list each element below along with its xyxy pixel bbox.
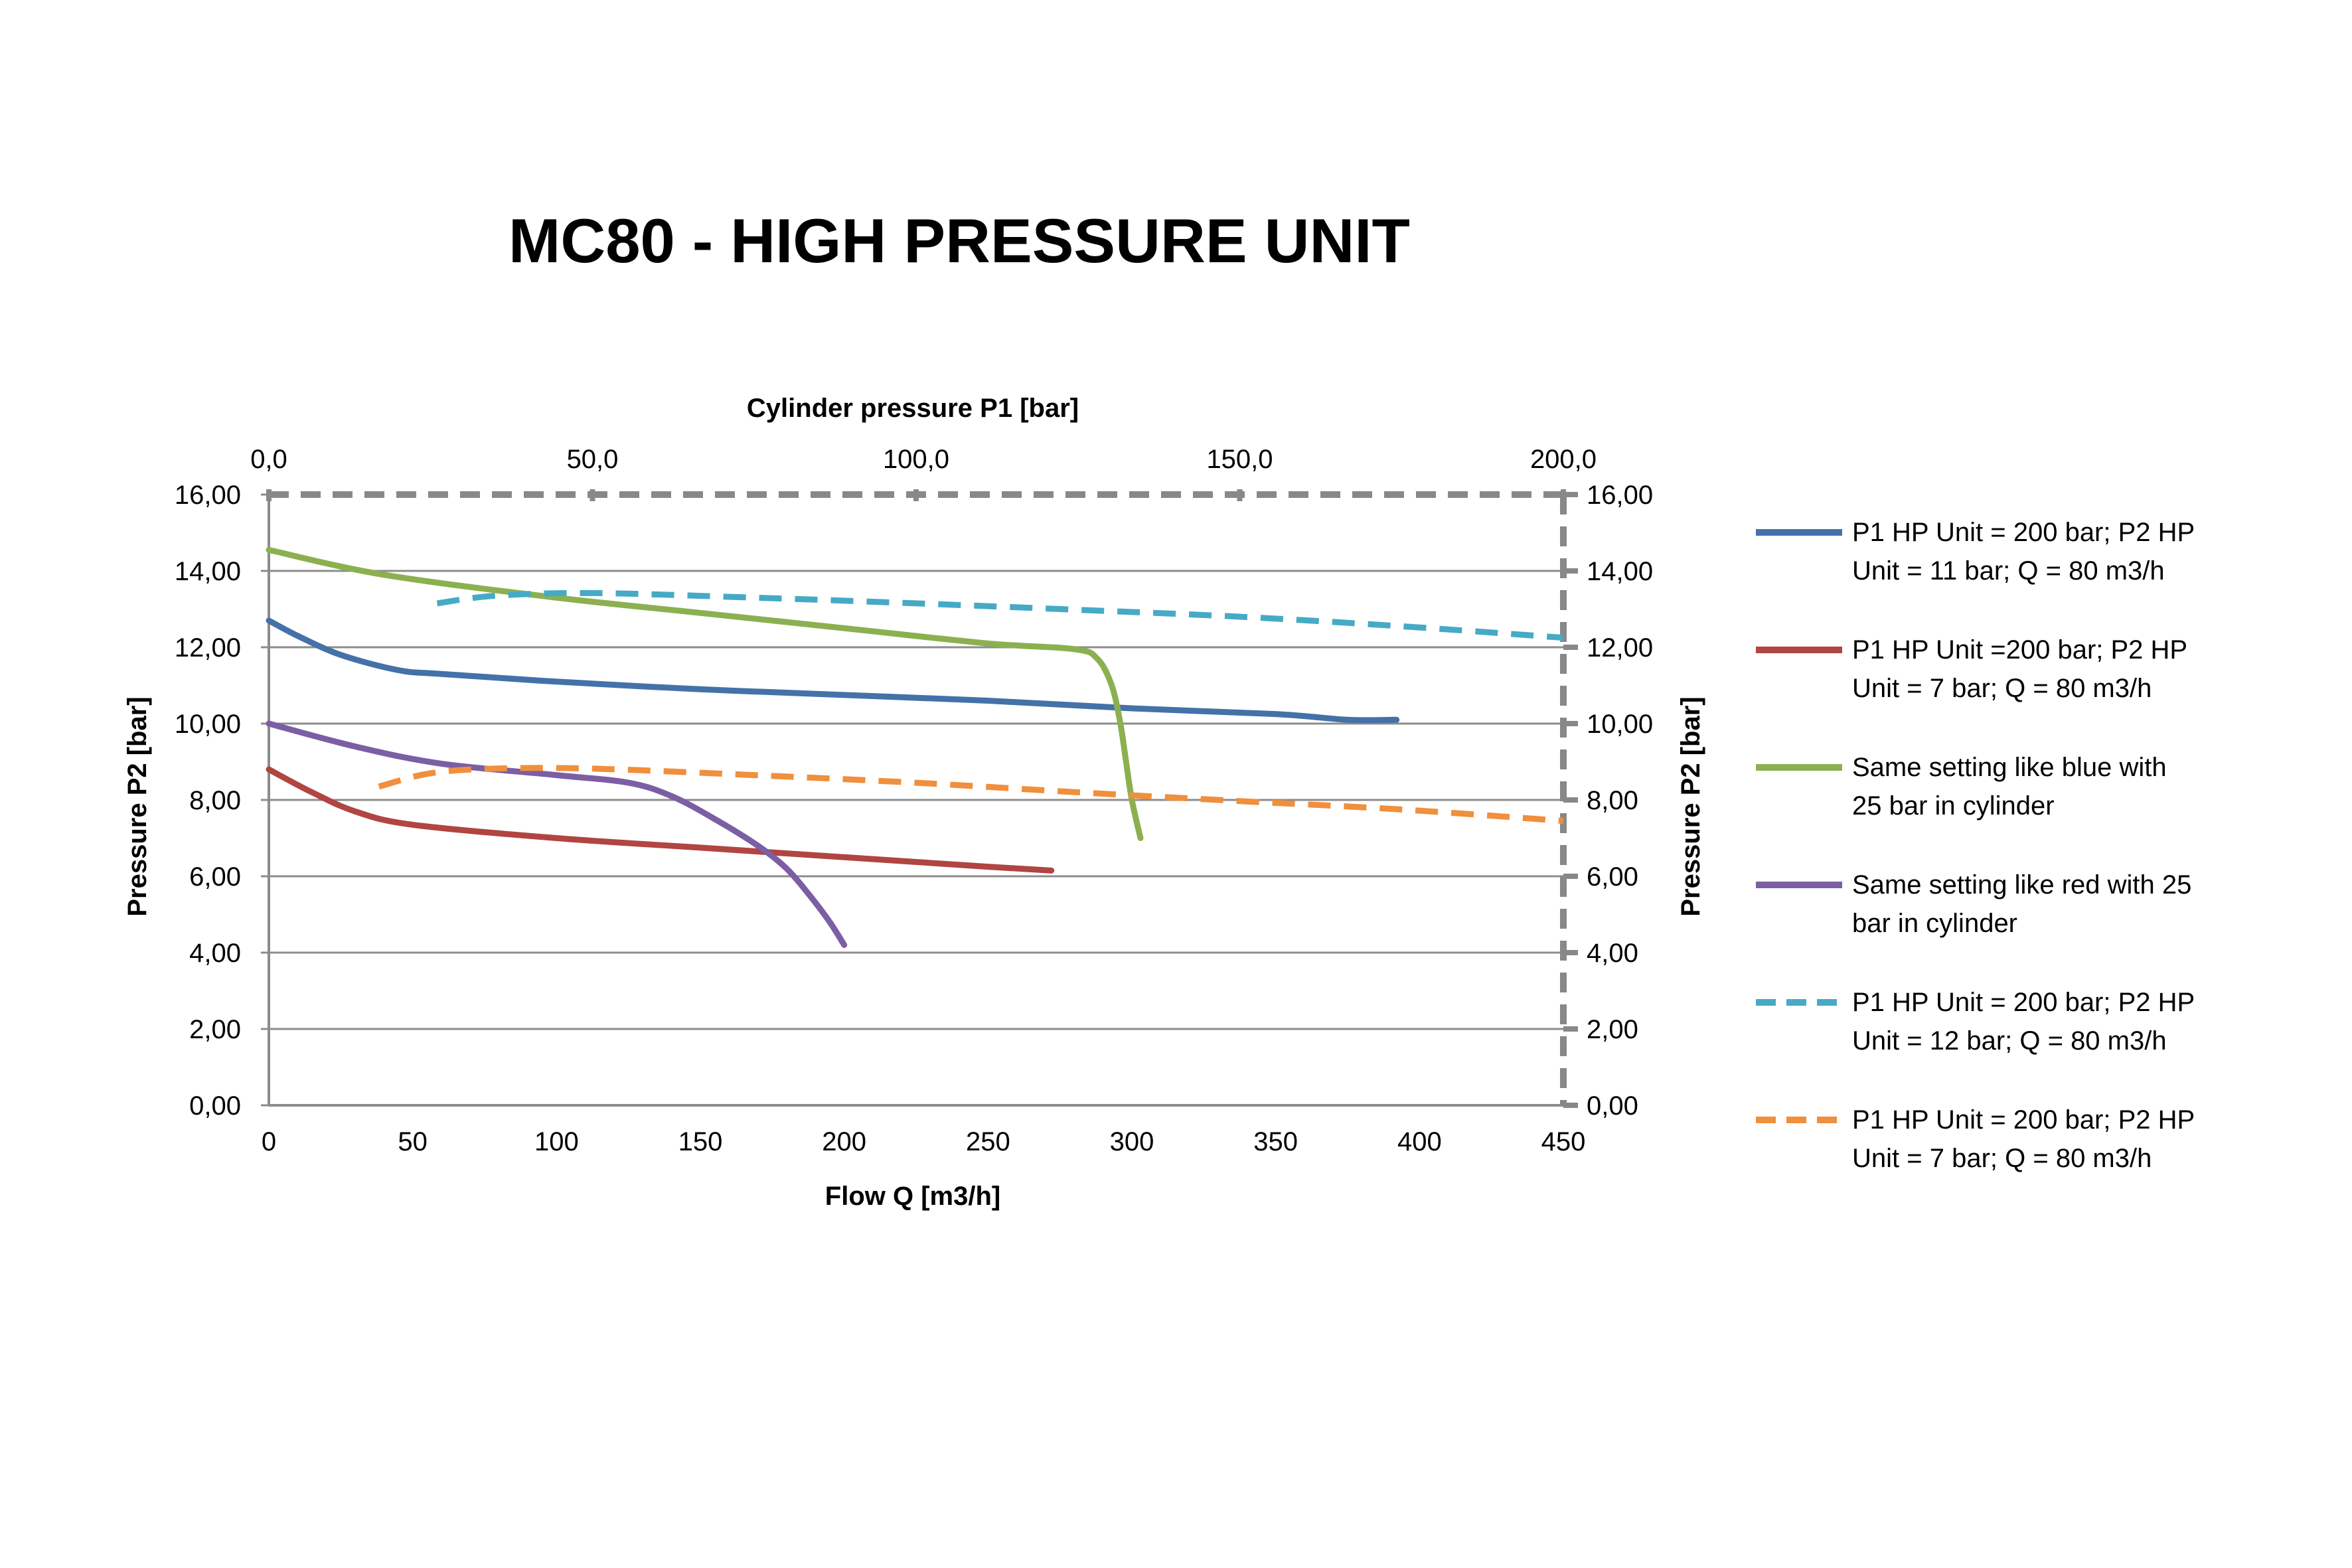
- y-tick-label-0: 0,00: [189, 1091, 241, 1121]
- x2-tick-label-2: 100,0: [883, 445, 949, 474]
- legend-label-6-line-1: P1 HP Unit = 200 bar; P2 HP: [1852, 1105, 2195, 1135]
- y2-tick-label-1: 2,00: [1587, 1015, 1638, 1044]
- x-tick-label-8: 400: [1397, 1127, 1442, 1156]
- y-tick-label-7: 14,00: [175, 557, 241, 586]
- y-tick-label-5: 10,00: [175, 710, 241, 739]
- y-tick-label-8: 16,00: [175, 481, 241, 510]
- y-tick-label-4: 8,00: [189, 786, 241, 815]
- y2-tick-label-5: 10,00: [1587, 710, 1653, 739]
- x-tick-label-7: 350: [1253, 1127, 1298, 1156]
- legend-label-3-line-2: 25 bar in cylinder: [1852, 791, 2055, 821]
- x2-tick-label-1: 50,0: [567, 445, 619, 474]
- x-tick-label-6: 300: [1110, 1127, 1154, 1156]
- series-line-2: [266, 766, 1055, 874]
- chart-title: MC80 - HIGH PRESSURE UNIT: [509, 206, 1410, 275]
- grid-lines: [269, 570, 1563, 1030]
- x-tick-label-4: 200: [822, 1127, 866, 1156]
- y2-tick-label-3: 6,00: [1587, 862, 1638, 892]
- y-tick-label-6: 12,00: [175, 633, 241, 663]
- series-line-4: [266, 720, 848, 948]
- y-tick-label-3: 6,00: [189, 862, 241, 892]
- y-tick-label-1: 2,00: [189, 1015, 241, 1044]
- x2-axis-title: Cylinder pressure P1 [bar]: [747, 394, 1079, 423]
- legend-label-6-line-2: Unit = 7 bar; Q = 80 m3/h: [1852, 1144, 2152, 1173]
- legend-label-5-line-2: Unit = 12 bar; Q = 80 m3/h: [1852, 1026, 2167, 1056]
- x-tick-label-5: 250: [966, 1127, 1010, 1156]
- legend-label-1-line-1: P1 HP Unit = 200 bar; P2 HP: [1852, 518, 2195, 547]
- series-lines: [266, 546, 1564, 948]
- x-tick-label-2: 100: [534, 1127, 579, 1156]
- legend-label-1-line-2: Unit = 11 bar; Q = 80 m3/h: [1852, 556, 2165, 586]
- legend-label-2-line-2: Unit = 7 bar; Q = 80 m3/h: [1852, 674, 2152, 703]
- y2-tick-label-4: 8,00: [1587, 786, 1638, 815]
- x-tick-label-0: 0: [262, 1127, 276, 1156]
- x-axis-title: Flow Q [m3/h]: [825, 1182, 1000, 1211]
- y-axis-title: Pressure P2 [bar]: [123, 696, 152, 916]
- legend: P1 HP Unit = 200 bar; P2 HP Unit = 11 bar…: [1756, 518, 2195, 1173]
- y2-tick-label-2: 4,00: [1587, 939, 1638, 968]
- x2-tick-label-3: 150,0: [1206, 445, 1273, 474]
- legend-label-2-line-1: P1 HP Unit =200 bar; P2 HP: [1852, 635, 2187, 665]
- legend-label-3-line-1: Same setting like blue with: [1852, 753, 2167, 782]
- y2-tick-label-7: 14,00: [1587, 557, 1653, 586]
- legend-label-5-line-1: P1 HP Unit = 200 bar; P2 HP: [1852, 988, 2195, 1017]
- y2-tick-label-6: 12,00: [1587, 633, 1653, 663]
- x-tick-label-1: 50: [398, 1127, 428, 1156]
- legend-label-4-line-2: bar in cylinder: [1852, 909, 2017, 938]
- x-tick-label-3: 150: [678, 1127, 723, 1156]
- legend-label-4-line-1: Same setting like red with 25: [1852, 870, 2191, 900]
- series-line-6: [378, 765, 1564, 824]
- series-line-5: [436, 589, 1564, 641]
- y2-tick-label-8: 16,00: [1587, 481, 1653, 510]
- x2-tick-label-4: 200,0: [1530, 445, 1597, 474]
- x2-tick-label-0: 0,0: [250, 445, 287, 474]
- x-tick-label-9: 450: [1541, 1127, 1586, 1156]
- series-line-3: [266, 546, 1144, 841]
- series-line-1: [266, 617, 1400, 724]
- y2-tick-label-0: 0,00: [1587, 1091, 1638, 1121]
- tick-labels: 0,002,004,006,008,0010,0012,0014,0016,00…: [175, 445, 1653, 1156]
- axes: [261, 489, 1578, 1108]
- y-tick-label-2: 4,00: [189, 939, 241, 968]
- y2-axis-title: Pressure P2 [bar]: [1676, 696, 1705, 916]
